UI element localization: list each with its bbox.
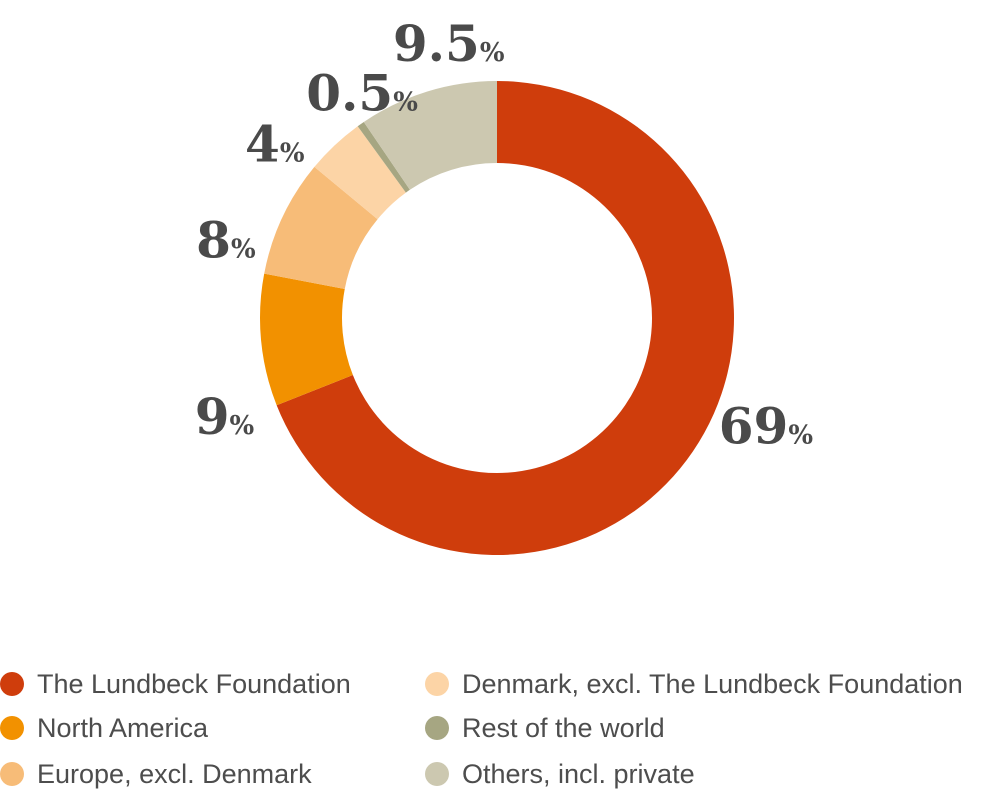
legend-item-denmark-excl-the-lundbeck-foundation: Denmark, excl. The Lundbeck Foundation <box>425 664 963 704</box>
slice-label-europe-excl-denmark: 8% <box>196 210 256 269</box>
legend-swatch <box>0 716 24 740</box>
slice-value-labels: 69% 9% 8% 4%0.5%9.5% <box>195 14 814 455</box>
slice-label-denmark-excl-the-lundbeck-foundation: 4% <box>245 114 305 173</box>
slice-others-incl-private <box>363 81 497 190</box>
legend-label: Europe, excl. Denmark <box>37 758 312 789</box>
slice-denmark-excl-the-lundbeck-foundation <box>314 126 406 220</box>
legend-swatch <box>425 762 449 786</box>
legend-item-north-america: North America <box>0 708 208 748</box>
legend-item-others-incl-private: Others, incl. private <box>425 754 695 794</box>
legend-label: Denmark, excl. The Lundbeck Foundation <box>462 668 963 699</box>
legend-swatch <box>425 716 449 740</box>
legend-label: Rest of the world <box>462 712 665 743</box>
slice-rest-of-the-world <box>357 121 410 193</box>
legend-item-rest-of-the-world: Rest of the world <box>425 708 665 748</box>
legend-label: Others, incl. private <box>462 758 695 789</box>
donut-slices <box>259 81 734 555</box>
slice-europe-excl-denmark <box>264 166 378 289</box>
chart-legend: The Lundbeck Foundation North America Euro… <box>0 664 1005 795</box>
slice-north-america <box>259 273 353 406</box>
legend-swatch <box>425 672 449 696</box>
legend-swatch <box>0 762 24 786</box>
slice-label-north-america: 9% <box>195 387 255 446</box>
slice-label-others-incl-private: 9.5% <box>393 14 505 73</box>
donut-chart: 69% 9% 8% 4%0.5%9.5% <box>195 14 814 555</box>
slice-the-lundbeck-foundation <box>276 81 734 555</box>
legend-swatch <box>0 672 24 696</box>
slice-label-the-lundbeck-foundation: 69% <box>719 397 814 456</box>
legend-label: The Lundbeck Foundation <box>37 668 351 699</box>
slice-label-rest-of-the-world: 0.5% <box>306 63 418 122</box>
legend-label: North America <box>37 712 209 743</box>
legend-item-europe-excl-denmark: Europe, excl. Denmark <box>0 754 312 794</box>
legend-item-the-lundbeck-foundation: The Lundbeck Foundation <box>0 664 351 704</box>
